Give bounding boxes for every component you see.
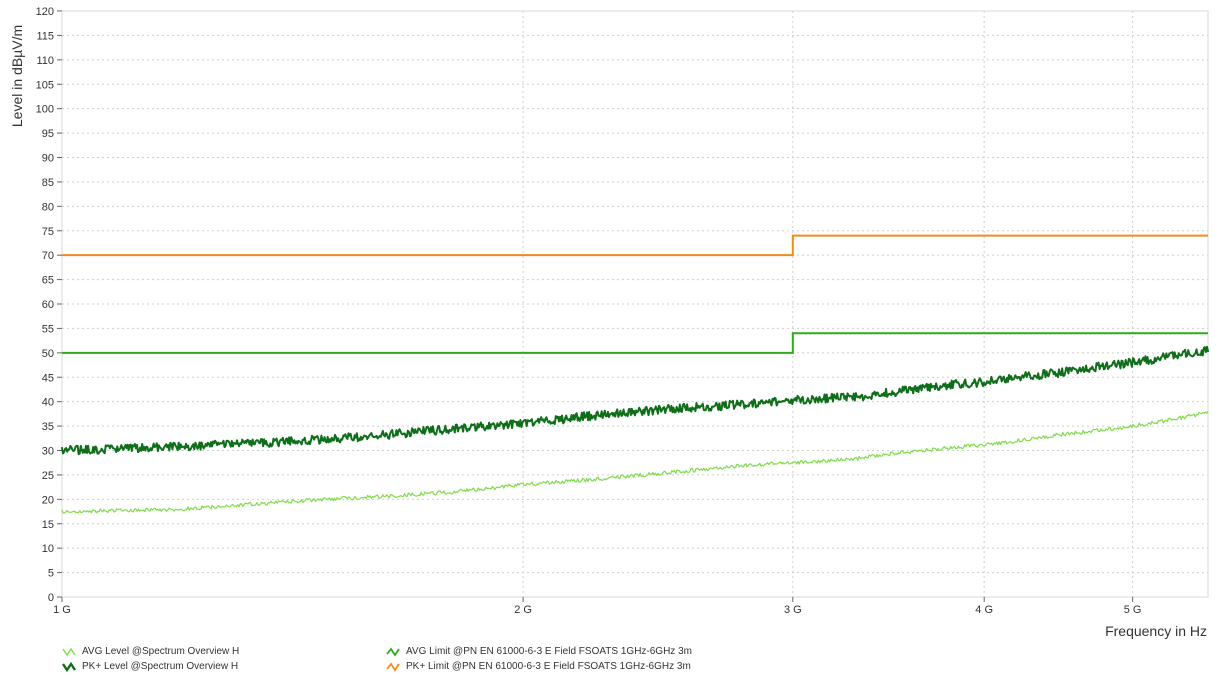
y-tick-label: 45 [42,372,54,384]
y-tick-label: 35 [42,421,54,433]
series-2-line [61,345,1209,456]
y-tick-label: 40 [42,397,54,409]
legend-item-pk-level: PK+ Level @Spectrum Overview H [62,661,238,673]
legend-wave-icon [62,647,76,657]
y-tick-label: 110 [36,55,54,67]
legend-label-avg-level: AVG Level @Spectrum Overview H [82,646,240,657]
legend-label-avg-limit: AVG Limit @PN EN 61000-6-3 E Field FSOAT… [406,646,692,657]
x-tick-label: 5 G [1124,604,1142,616]
y-tick-label: 100 [36,104,54,116]
y-tick-label: 0 [48,592,54,604]
grid-lines [62,11,1208,597]
y-tick-label: 5 [48,568,54,580]
y-tick-label: 65 [42,275,54,287]
legend-wave-icon [386,647,400,657]
y-tick-label: 70 [42,250,54,262]
y-tick-label: 10 [42,543,54,555]
series-1-line [62,332,1208,354]
x-tick-label: 4 G [975,604,993,616]
y-tick-label: 20 [42,494,54,506]
series-0-line [62,234,1208,257]
legend-label-pk-limit: PK+ Limit @PN EN 61000-6-3 E Field FSOAT… [406,661,691,672]
y-axis-label: Level in dBµV/m [9,25,25,127]
legend-item-pk-limit: PK+ Limit @PN EN 61000-6-3 E Field FSOAT… [386,661,691,673]
y-tick-label: 30 [42,446,54,458]
y-tick-label: 105 [36,79,54,91]
legend: AVG Level @Spectrum Overview H PK+ Level… [62,646,822,676]
y-tick-label: 90 [42,153,54,165]
legend-wave-icon [62,661,76,673]
legend-item-avg-level: AVG Level @Spectrum Overview H [62,646,239,658]
x-tick-label: 1 G [53,604,71,616]
legend-item-avg-limit: AVG Limit @PN EN 61000-6-3 E Field FSOAT… [386,646,692,658]
y-tick-label: 115 [36,30,54,42]
series-3-line [61,410,1209,514]
y-tick-label: 95 [42,128,54,140]
y-tick-label: 85 [42,177,54,189]
x-tick-label: 2 G [514,604,532,616]
legend-wave-icon [386,662,400,672]
y-tick-label: 15 [42,519,54,531]
x-axis-label: Frequency in Hz [1105,623,1207,639]
y-tick-label: 60 [42,299,54,311]
legend-label-pk-level: PK+ Level @Spectrum Overview H [82,661,239,672]
y-tick-label: 80 [42,201,54,213]
y-tick-label: 75 [42,226,54,238]
x-tick-label: 3 G [784,604,802,616]
y-tick-label: 120 [36,6,54,18]
y-tick-label: 50 [42,348,54,360]
y-tick-label: 25 [42,470,54,482]
y-tick-label: 55 [42,323,54,335]
